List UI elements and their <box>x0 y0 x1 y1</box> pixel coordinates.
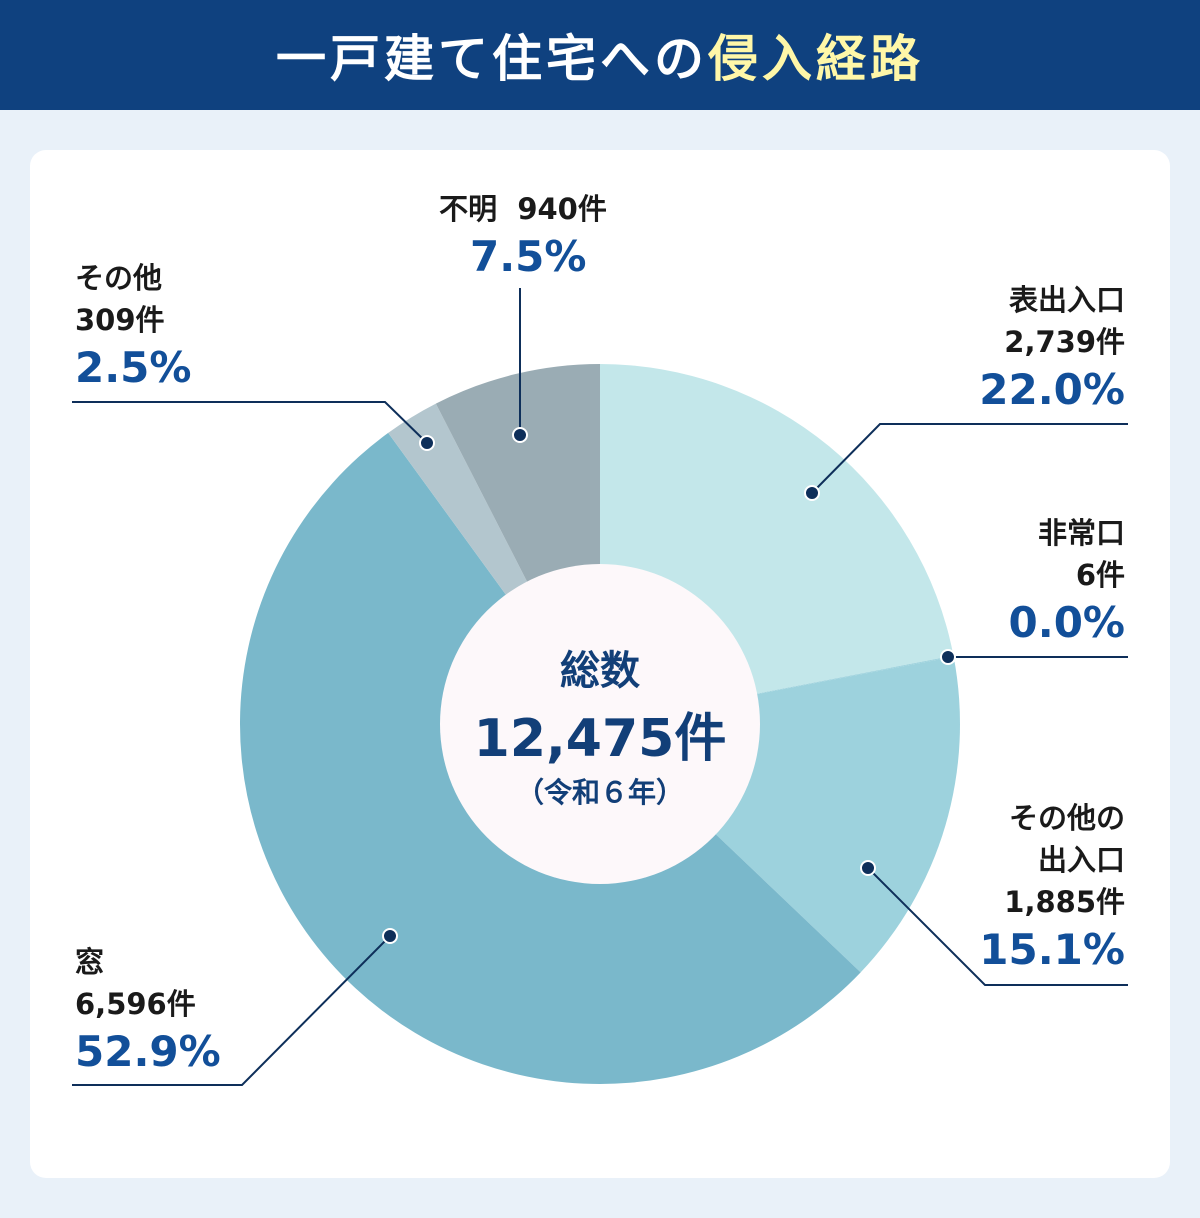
label-count: 2,739件 <box>1004 325 1125 359</box>
label-emergency-exit: 非常口 6件 0.0% <box>1009 512 1125 650</box>
label-front-door: 表出入口 2,739件 22.0% <box>979 279 1125 417</box>
label-window: 窓 6,596件 52.9% <box>75 941 221 1079</box>
header-banner: 一戸建て住宅への侵入経路 <box>0 0 1200 110</box>
label-count: 1,885件 <box>1004 885 1125 919</box>
marker-emergency-exit <box>940 649 956 665</box>
donut-center: 総数 12,475件 （令和６年） <box>440 564 760 884</box>
marker-unknown <box>512 427 528 443</box>
label-count: 6件 <box>1075 558 1125 592</box>
label-name: 非常口 <box>1037 516 1125 550</box>
title-highlight: 侵入経路 <box>708 30 924 88</box>
label-name: 不明 <box>439 192 498 226</box>
leader-line-window <box>72 935 391 1086</box>
label-name: 表出入口 <box>1008 283 1125 317</box>
leader-line-front-door <box>811 423 1128 494</box>
label-pct: 15.1% <box>979 925 1125 974</box>
label-unknown: 不明 940件 7.5% <box>428 188 618 284</box>
label-pct: 7.5% <box>470 232 587 281</box>
label-pct: 2.5% <box>75 343 192 392</box>
label-count: 940件 <box>517 192 607 226</box>
leader-line-other-entrance <box>867 867 1128 986</box>
label-other-entrance: その他の 出入口 1,885件 15.1% <box>979 797 1125 977</box>
year-label: （令和６年） <box>515 775 684 809</box>
chart-title: 一戸建て住宅への侵入経路 <box>276 19 924 91</box>
marker-front-door <box>804 485 820 501</box>
title-main: 一戸建て住宅への <box>276 30 708 88</box>
label-pct: 22.0% <box>979 365 1125 414</box>
donut-hole <box>440 564 760 884</box>
label-pct: 52.9% <box>75 1027 221 1076</box>
leader-line-other <box>72 401 428 444</box>
total-value: 12,475件 <box>473 708 727 769</box>
label-name-line2: 出入口 <box>1037 843 1125 877</box>
label-pct: 0.0% <box>1008 598 1125 647</box>
label-name-line1: その他の <box>1008 801 1125 835</box>
label-count: 309件 <box>75 303 165 337</box>
label-count: 6,596件 <box>75 987 196 1021</box>
total-label: 総数 <box>560 647 640 694</box>
label-name: 窓 <box>75 945 105 979</box>
marker-other <box>419 435 435 451</box>
label-name: その他 <box>75 261 163 295</box>
marker-window <box>382 928 398 944</box>
label-other: その他 309件 2.5% <box>75 257 191 395</box>
marker-other-entrance <box>860 860 876 876</box>
